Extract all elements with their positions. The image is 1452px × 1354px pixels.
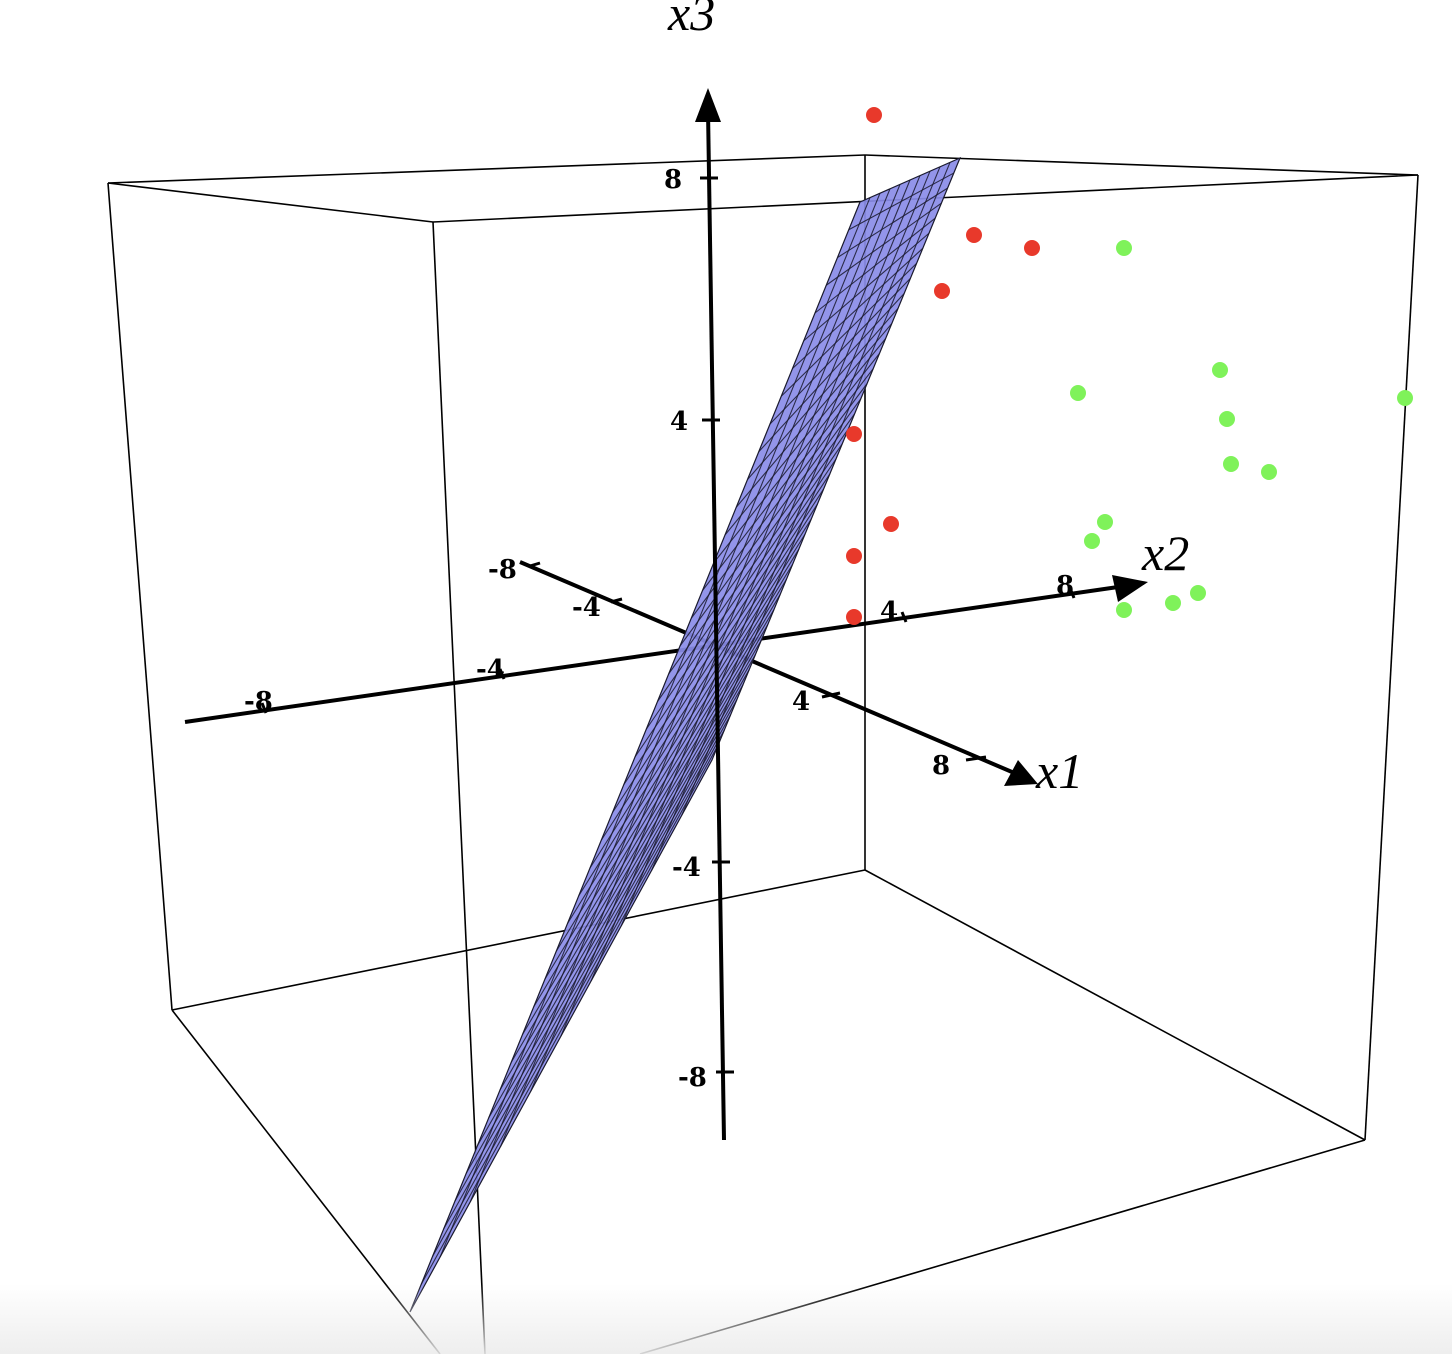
data-point: [846, 548, 862, 564]
series-class-b: [1070, 240, 1413, 618]
x3-tick-label: -8: [678, 1063, 707, 1093]
box-edge: [171, 869, 866, 1011]
plane-mesh-line: [469, 192, 881, 1202]
data-point: [1024, 240, 1040, 256]
box-edge: [107, 154, 866, 184]
box-edge: [864, 154, 1419, 176]
x1-axis-label: x1: [1035, 743, 1083, 799]
x3-axis-arrowhead: [695, 88, 721, 122]
x1-tick-label: 8: [932, 751, 950, 781]
plane-mesh: [420, 162, 955, 1285]
bottom-fade: [0, 1284, 1452, 1354]
data-point: [1261, 464, 1277, 480]
plane-mesh-line: [681, 162, 951, 816]
x1-tick-label: 4: [792, 687, 810, 717]
x1-tick-label: -4: [572, 593, 601, 623]
x2-axis-line: [184, 584, 1126, 724]
data-point: [1116, 602, 1132, 618]
plane-mesh-line: [500, 188, 891, 1147]
x2-axis: -8 -4 4 8 x2: [184, 525, 1189, 724]
x1-tick-mark: [965, 755, 987, 762]
x2-tick-label: -8: [244, 687, 273, 717]
x3-tick-label: 4: [670, 407, 688, 437]
x2-axis-arrowhead: [1112, 575, 1148, 602]
box-edge: [107, 182, 434, 223]
x2-tick-mark: [260, 702, 268, 714]
data-point: [966, 227, 982, 243]
box-edge: [864, 869, 1366, 1141]
data-point: [866, 107, 882, 123]
x1-axis-line: [519, 560, 1013, 774]
data-point: [1097, 514, 1113, 530]
data-point: [883, 516, 899, 532]
x3-axis-line: [706, 109, 726, 1141]
plane-mesh-line: [560, 179, 911, 1037]
x1-tick-mark: [529, 561, 541, 568]
x1-tick-mark: [610, 597, 623, 604]
data-point: [1084, 533, 1100, 549]
data-point: [1070, 385, 1086, 401]
data-point: [1397, 390, 1413, 406]
x1-tick-mark: [821, 691, 841, 699]
data-point: [1116, 240, 1132, 256]
x3-axis-label: x3: [667, 0, 715, 41]
x3-tick-label: -4: [672, 853, 701, 883]
x1-axis: -8 -4 4 8 x1: [488, 555, 1083, 799]
data-point: [1212, 362, 1228, 378]
x2-tick-mark: [498, 668, 506, 680]
data-point: [934, 283, 950, 299]
x3-tick-label: 8: [664, 165, 682, 195]
plane-mesh-line: [590, 175, 921, 982]
x3-axis: 8 4 -4 -8 x3: [664, 0, 734, 1141]
x2-tick-label: 4: [880, 597, 898, 627]
data-point: [1223, 456, 1239, 472]
data-point: [1165, 595, 1181, 611]
x1-tick-label: -8: [488, 555, 517, 585]
box-edge: [1364, 174, 1419, 1141]
x2-tick-label: 8: [1056, 571, 1074, 601]
box-edge: [107, 182, 173, 1011]
data-point: [1190, 585, 1206, 601]
plane-mesh-line: [651, 166, 941, 871]
data-point: [1219, 411, 1235, 427]
bounding-box: [107, 154, 1419, 1354]
plane-mesh-line: [439, 197, 871, 1258]
x2-tick-mark: [900, 611, 908, 623]
x2-axis-label: x2: [1141, 525, 1189, 581]
data-point: [846, 426, 862, 442]
x2-tick-label: -4: [476, 655, 505, 685]
data-point: [846, 609, 862, 625]
series-class-a: [846, 107, 1040, 625]
x1-axis-arrowhead: [1004, 760, 1038, 786]
plane-mesh-line: [620, 170, 931, 926]
x2-tick-mark: [1068, 587, 1076, 599]
separating-plane: [409, 156, 962, 1313]
